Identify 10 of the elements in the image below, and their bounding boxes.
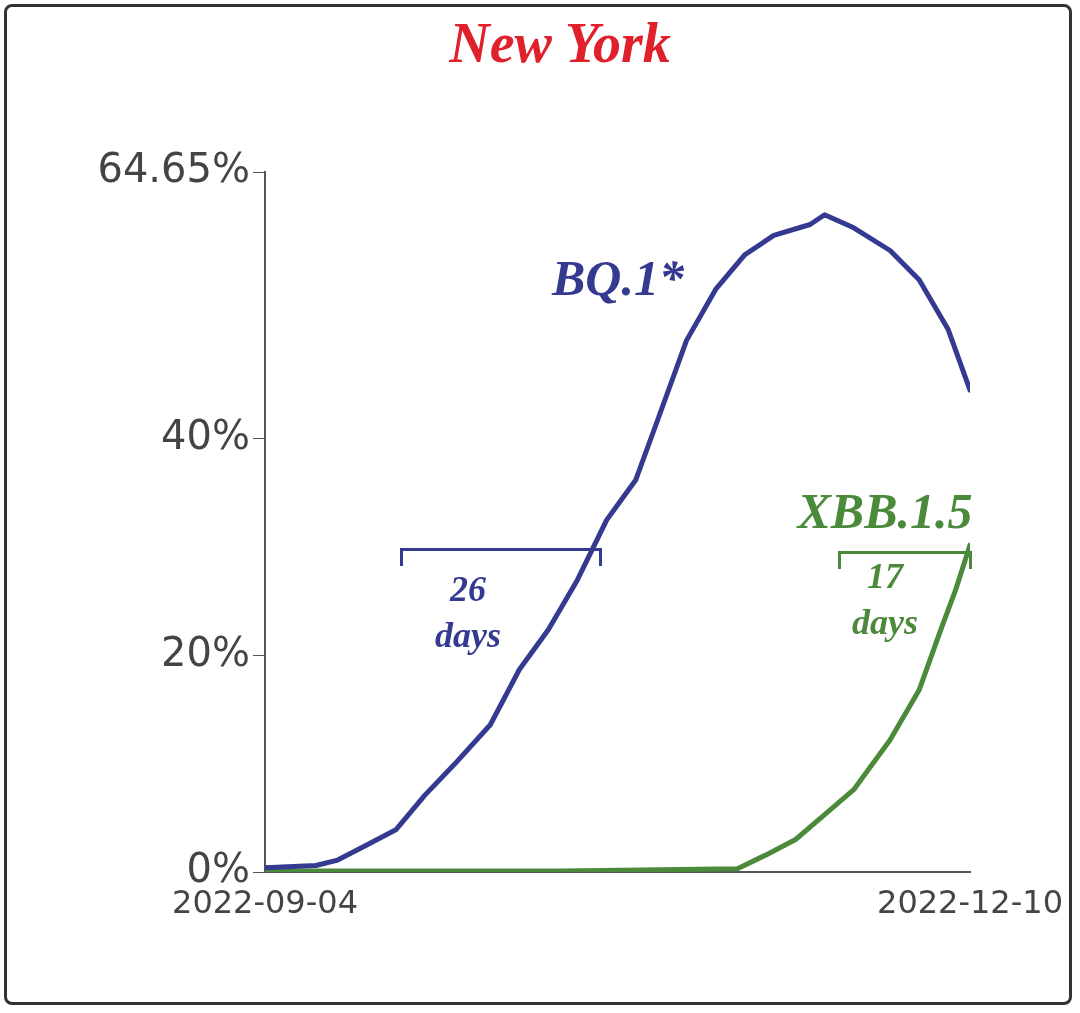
- annotation: 26 days: [435, 569, 501, 656]
- y-tick-label: 64.65%: [97, 145, 250, 192]
- y-tick-label: 20%: [161, 628, 250, 675]
- series-label: BQ.1*: [551, 249, 685, 306]
- series-label: XBB.1.5: [795, 482, 973, 539]
- y-tick-label: 40%: [161, 412, 250, 459]
- chart-title: New York: [448, 12, 671, 75]
- x-tick-label: 2022-09-04: [172, 882, 358, 921]
- x-tick-label: 2022-12-10: [877, 882, 1063, 921]
- annotation: 17 days: [852, 556, 918, 643]
